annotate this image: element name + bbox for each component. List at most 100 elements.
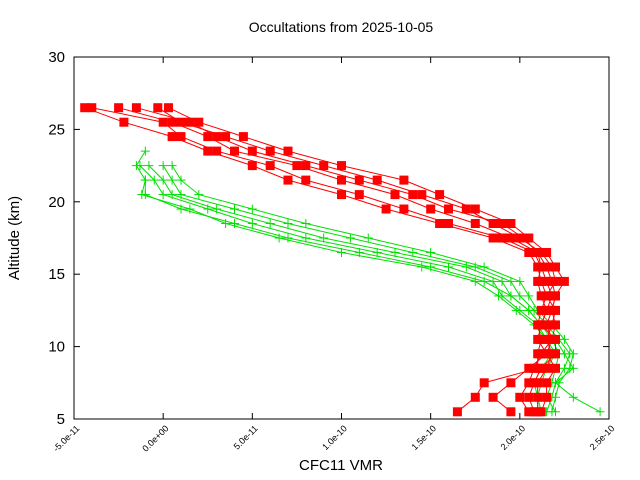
- data-point-plus: [149, 175, 159, 185]
- data-point-plus: [185, 204, 195, 214]
- x-tick-label: -5.0e-11: [51, 423, 81, 453]
- y-tick-label: 5: [57, 411, 65, 428]
- data-point-plus: [524, 291, 534, 301]
- data-point-square: [524, 233, 534, 243]
- data-point-square: [167, 132, 177, 142]
- data-point-square: [292, 161, 302, 171]
- series-line: [171, 165, 574, 412]
- data-point-plus: [559, 334, 569, 344]
- data-point-plus: [140, 146, 150, 156]
- data-point-square: [390, 190, 400, 200]
- data-point-square: [518, 233, 528, 243]
- x-tick-label: 1.0e-10: [320, 423, 349, 452]
- y-tick-label: 10: [48, 339, 65, 356]
- data-point-square: [488, 219, 498, 228]
- data-point-square: [536, 407, 546, 417]
- data-point-square: [158, 117, 168, 127]
- data-point-plus: [372, 247, 382, 257]
- data-point-square: [230, 146, 239, 156]
- series-red-1: [80, 103, 552, 417]
- data-point-square: [506, 233, 516, 243]
- series-red-3: [114, 103, 560, 417]
- series-red-6: [131, 103, 560, 417]
- data-point-plus: [301, 219, 311, 229]
- data-point-square: [529, 407, 539, 417]
- data-point-square: [283, 175, 293, 185]
- series-line: [84, 107, 548, 413]
- data-point-square: [529, 378, 539, 388]
- data-point-square: [488, 233, 498, 243]
- data-point-plus: [158, 190, 168, 200]
- data-point-square: [524, 378, 534, 388]
- x-tick-label: 2.0e-10: [499, 423, 528, 452]
- y-tick-label: 20: [48, 194, 65, 211]
- series-line: [168, 107, 565, 412]
- data-point-square: [559, 276, 569, 286]
- data-point-plus: [144, 161, 154, 171]
- data-point-plus: [568, 349, 578, 359]
- x-tick-label: 1.5e-10: [409, 423, 438, 452]
- data-point-plus: [265, 219, 275, 229]
- series-red-5: [164, 103, 569, 417]
- data-point-square: [529, 363, 539, 373]
- data-point-square: [506, 219, 516, 228]
- data-point-plus: [167, 175, 177, 185]
- data-point-square: [524, 248, 534, 257]
- data-point-square: [408, 190, 418, 200]
- data-point-square: [542, 334, 552, 344]
- data-point-plus: [283, 219, 293, 229]
- data-point-square: [435, 190, 445, 200]
- data-point-plus: [547, 407, 557, 417]
- data-point-plus: [554, 378, 564, 388]
- data-point-square: [265, 146, 275, 156]
- data-point-square: [536, 305, 546, 315]
- data-point-plus: [444, 262, 453, 272]
- data-point-square: [551, 320, 560, 330]
- data-point-plus: [461, 262, 471, 272]
- data-point-plus: [363, 233, 373, 243]
- data-point-square: [515, 392, 525, 402]
- y-tick-label: 15: [48, 266, 65, 283]
- data-point-plus: [212, 204, 222, 214]
- data-point-square: [194, 117, 204, 127]
- data-point-plus: [247, 204, 257, 214]
- data-point-square: [536, 349, 546, 359]
- data-point-square: [536, 291, 546, 301]
- data-point-plus: [470, 276, 480, 286]
- data-point-plus: [230, 219, 239, 229]
- data-point-square: [444, 219, 453, 228]
- data-point-square: [542, 363, 552, 373]
- data-point-square: [87, 103, 97, 113]
- x-axis-label: CFC11 VMR: [299, 457, 383, 474]
- data-point-square: [426, 204, 436, 214]
- data-point-square: [114, 103, 124, 113]
- data-point-square: [524, 363, 534, 373]
- data-point-square: [488, 392, 498, 402]
- data-point-plus: [390, 247, 400, 257]
- data-point-square: [444, 204, 453, 214]
- data-point-plus: [274, 233, 284, 243]
- data-point-plus: [319, 233, 329, 243]
- data-point-square: [551, 334, 560, 344]
- data-point-plus: [158, 161, 168, 171]
- series-line: [118, 107, 557, 413]
- data-point-square: [536, 320, 546, 330]
- data-point-square: [542, 378, 552, 388]
- data-point-square: [542, 291, 552, 301]
- data-point-square: [506, 378, 516, 388]
- series-line: [139, 165, 557, 412]
- data-point-square: [533, 392, 543, 402]
- data-point-square: [212, 146, 222, 156]
- data-point-square: [470, 204, 480, 214]
- y-tick-label: 25: [48, 121, 65, 138]
- data-point-square: [301, 161, 311, 171]
- data-point-plus: [137, 190, 147, 200]
- data-point-square: [533, 248, 543, 257]
- data-point-plus: [565, 363, 575, 373]
- data-point-square: [381, 204, 391, 214]
- data-point-plus: [506, 276, 516, 286]
- data-point-square: [524, 392, 534, 402]
- data-point-square: [212, 132, 222, 142]
- data-point-square: [164, 103, 173, 113]
- data-point-plus: [479, 262, 489, 272]
